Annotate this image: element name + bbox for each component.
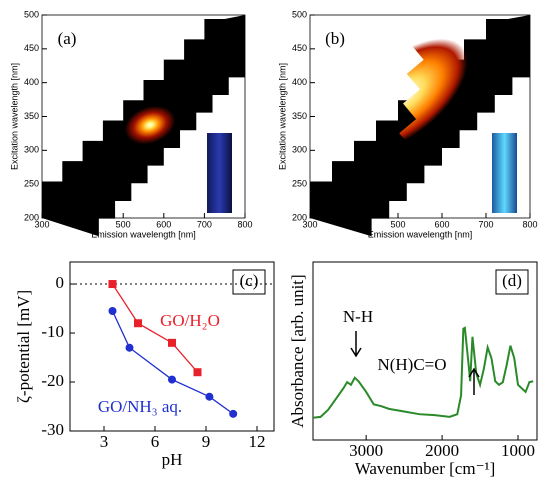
x-tick-label: 300 [34,219,49,229]
series-line [312,326,534,419]
y-tick-label: -20 [41,371,64,390]
panel-label: (d) [502,271,522,290]
y-tick-label: -30 [41,420,64,439]
y-tick-label: 400 [24,77,39,87]
panel-label: (c) [240,271,259,290]
annotation: N(H)C=O [377,355,446,374]
marker [193,368,202,377]
x-tick-label: 300 [302,219,317,229]
arrow [468,367,480,395]
x-tick-label: 3000 [349,441,383,460]
series-line [111,283,198,373]
heatmap-glow [124,105,176,145]
plot-frame [69,261,275,432]
panel-label: (a) [58,29,77,48]
x-tick-label: 700 [197,219,212,229]
arrow [350,331,362,358]
x-tick-label: 600 [434,219,449,229]
plot-frame [312,261,538,441]
y-tick-label: 200 [292,212,307,222]
panel-label: (b) [325,29,345,48]
y-tick-label: 500 [292,9,307,19]
y-tick-label: 450 [24,43,39,53]
x-axis-label: Wavenumber [cm⁻¹] [355,459,496,478]
y-tick-label: 450 [292,43,307,53]
marker [134,319,142,328]
y-axis-label: ζ-potential [mV] [14,290,33,403]
y-tick-label: 200 [24,212,39,222]
y-tick-label: 350 [24,111,39,121]
annotation: N-H [343,307,373,326]
x-tick-label: 600 [156,219,171,229]
y-tick-label: 250 [24,179,39,189]
marker [108,306,117,315]
marker [125,343,134,352]
marker [205,392,214,401]
x-tick-label: 700 [478,219,493,229]
x-tick-label: 9 [202,432,211,451]
y-tick-label: 500 [24,9,39,19]
x-tick-label: 800 [522,219,537,229]
x-tick-label: 500 [116,219,131,229]
x-axis-label: pH [162,450,183,469]
panel-label-box [232,269,266,295]
marker [229,409,238,418]
x-tick-label: 400 [346,219,361,229]
y-tick-label: 350 [292,111,307,121]
x-tick-label: 3 [100,432,109,451]
y-axis-label: Absorbance [arb. unit] [288,274,307,427]
x-axis-label: Emission wavelength [nm] [91,229,196,239]
y-tick-label: 250 [292,179,307,189]
series-label: GO/NH₃ aq. [98,397,182,416]
cuvette [492,133,517,213]
y-tick-label: 0 [56,273,65,292]
y-tick-label: -10 [41,322,64,341]
y-tick-label: 400 [292,77,307,87]
y-tick-label: 300 [24,145,39,155]
y-tick-label: 300 [292,145,307,155]
x-axis-label: Emission wavelength [nm] [368,229,473,239]
marker [168,375,176,384]
series-label: GO/H₂O [160,311,220,330]
marker [108,280,117,289]
x-tick-label: 500 [390,219,405,229]
y-axis-label: Excitation wavelength [nm] [9,63,19,170]
x-tick-label: 400 [75,219,90,229]
y-axis-label: Excitation wavelength [nm] [277,63,287,170]
x-tick-label: 6 [151,432,160,451]
x-tick-label: 2000 [425,441,459,460]
x-tick-label: 1000 [501,441,535,460]
x-tick-label: 800 [237,219,252,229]
cuvette [207,133,232,213]
marker [168,338,176,347]
x-tick-label: 12 [249,432,266,451]
panel-label-box [495,269,529,295]
